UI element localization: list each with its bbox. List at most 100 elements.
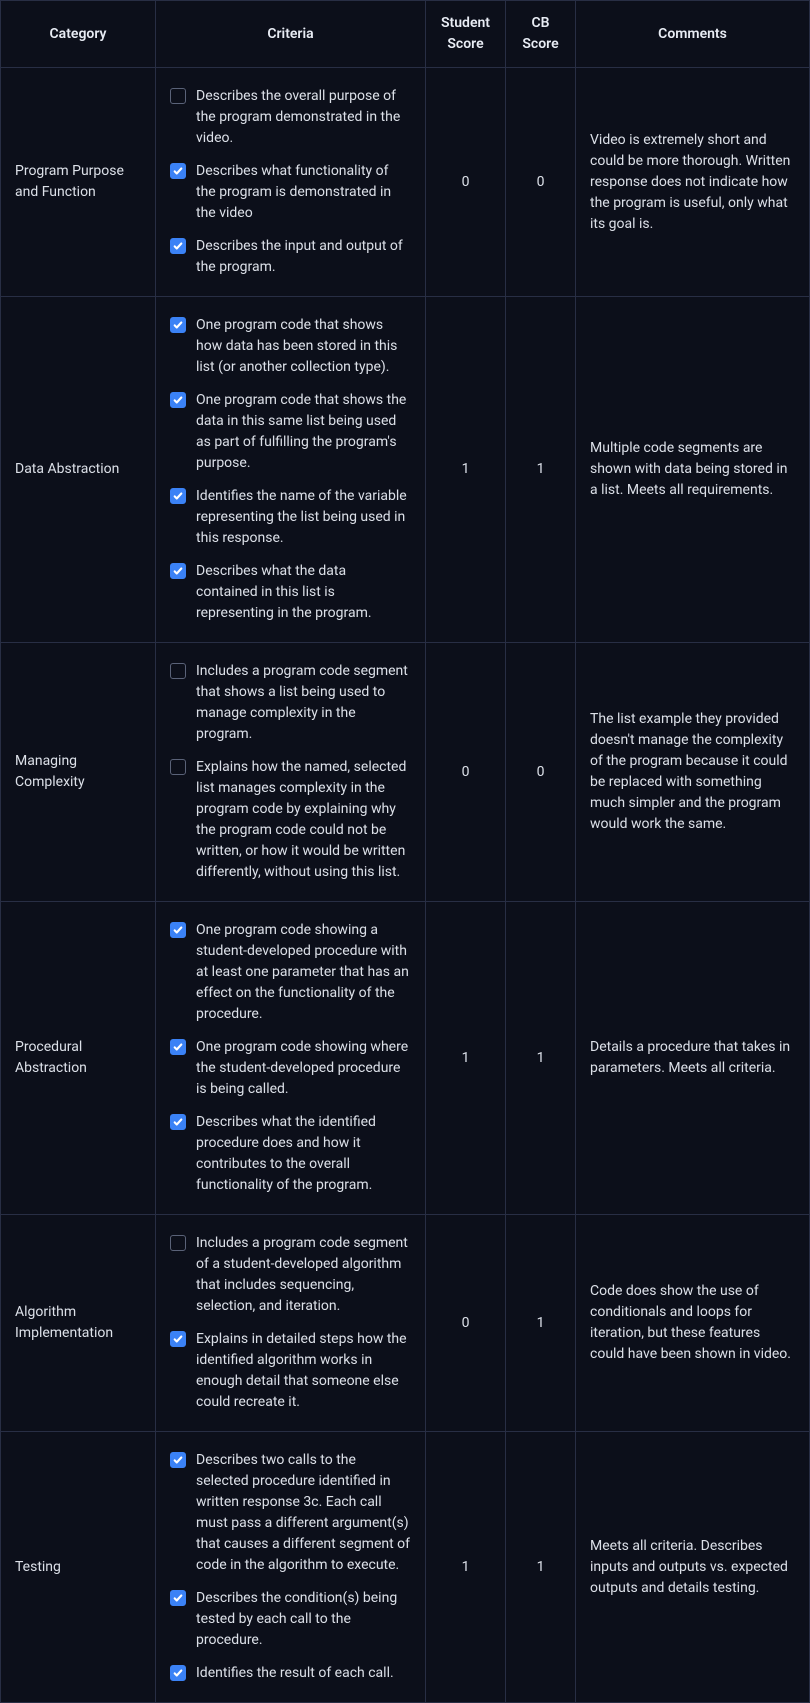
comments-cell: Details a procedure that takes in parame… xyxy=(576,902,810,1215)
criteria-text: Identifies the name of the variable repr… xyxy=(196,486,411,549)
criteria-text: One program code that shows the data in … xyxy=(196,390,411,474)
criteria-item: Describes the condition(s) being tested … xyxy=(170,1582,411,1657)
criteria-item: Describes what functionality of the prog… xyxy=(170,155,411,230)
checkbox-checked-icon[interactable] xyxy=(170,563,186,579)
comments-cell: The list example they provided doesn't m… xyxy=(576,643,810,902)
criteria-text: One program code showing a student-devel… xyxy=(196,920,411,1025)
criteria-item: Includes a program code segment that sho… xyxy=(170,655,411,751)
header-criteria: Criteria xyxy=(156,1,426,68)
checkbox-checked-icon[interactable] xyxy=(170,238,186,254)
cb-score-cell: 0 xyxy=(506,68,576,297)
criteria-item: Explains in detailed steps how the ident… xyxy=(170,1323,411,1419)
checkbox-checked-icon[interactable] xyxy=(170,1039,186,1055)
checkbox-checked-icon[interactable] xyxy=(170,922,186,938)
comments-cell: Multiple code segments are shown with da… xyxy=(576,297,810,643)
criteria-item: Explains how the named, selected list ma… xyxy=(170,751,411,889)
table-row: Testing Describes two calls to the select… xyxy=(1,1432,810,1703)
criteria-text: Explains in detailed steps how the ident… xyxy=(196,1329,411,1413)
checkbox-unchecked-icon[interactable] xyxy=(170,759,186,775)
rubric-table: Category Criteria Student Score CB Score… xyxy=(0,0,810,1703)
criteria-list: Describes the overall purpose of the pro… xyxy=(170,80,411,284)
criteria-item: Includes a program code segment of a stu… xyxy=(170,1227,411,1323)
checkbox-checked-icon[interactable] xyxy=(170,317,186,333)
criteria-item: One program code that shows the data in … xyxy=(170,384,411,480)
criteria-text: Describes what the identified procedure … xyxy=(196,1112,411,1196)
table-row: Managing Complexity Includes a program co… xyxy=(1,643,810,902)
criteria-item: Describes the overall purpose of the pro… xyxy=(170,80,411,155)
criteria-list: Includes a program code segment of a stu… xyxy=(170,1227,411,1419)
checkbox-checked-icon[interactable] xyxy=(170,1114,186,1130)
criteria-item: Describes two calls to the selected proc… xyxy=(170,1444,411,1582)
criteria-cell: Describes two calls to the selected proc… xyxy=(156,1432,426,1703)
comments-cell: Meets all criteria. Describes inputs and… xyxy=(576,1432,810,1703)
criteria-item: One program code that shows how data has… xyxy=(170,309,411,384)
criteria-text: Describes the condition(s) being tested … xyxy=(196,1588,411,1651)
criteria-text: One program code showing where the stude… xyxy=(196,1037,411,1100)
criteria-list: One program code that shows how data has… xyxy=(170,309,411,630)
criteria-text: Includes a program code segment of a stu… xyxy=(196,1233,411,1317)
checkbox-checked-icon[interactable] xyxy=(170,163,186,179)
header-student-score: Student Score xyxy=(426,1,506,68)
student-score-cell: 0 xyxy=(426,68,506,297)
cb-score-cell: 1 xyxy=(506,297,576,643)
checkbox-checked-icon[interactable] xyxy=(170,1331,186,1347)
student-score-cell: 0 xyxy=(426,1215,506,1432)
criteria-text: One program code that shows how data has… xyxy=(196,315,411,378)
criteria-list: Includes a program code segment that sho… xyxy=(170,655,411,889)
criteria-cell: Describes the overall purpose of the pro… xyxy=(156,68,426,297)
table-row: Data Abstraction One program code that sh… xyxy=(1,297,810,643)
cb-score-cell: 1 xyxy=(506,1215,576,1432)
header-row: Category Criteria Student Score CB Score… xyxy=(1,1,810,68)
criteria-text: Describes what the data contained in thi… xyxy=(196,561,411,624)
criteria-cell: One program code showing a student-devel… xyxy=(156,902,426,1215)
comments-cell: Video is extremely short and could be mo… xyxy=(576,68,810,297)
checkbox-unchecked-icon[interactable] xyxy=(170,1235,186,1251)
criteria-item: Describes what the identified procedure … xyxy=(170,1106,411,1202)
criteria-text: Describes what functionality of the prog… xyxy=(196,161,411,224)
category-cell: Program Purpose and Function xyxy=(1,68,156,297)
category-cell: Procedural Abstraction xyxy=(1,902,156,1215)
criteria-item: Identifies the name of the variable repr… xyxy=(170,480,411,555)
student-score-cell: 1 xyxy=(426,297,506,643)
cb-score-cell: 1 xyxy=(506,902,576,1215)
header-comments: Comments xyxy=(576,1,810,68)
criteria-text: Describes the input and output of the pr… xyxy=(196,236,411,278)
student-score-cell: 1 xyxy=(426,1432,506,1703)
category-cell: Data Abstraction xyxy=(1,297,156,643)
criteria-item: Describes the input and output of the pr… xyxy=(170,230,411,284)
criteria-item: One program code showing where the stude… xyxy=(170,1031,411,1106)
category-cell: Testing xyxy=(1,1432,156,1703)
table-row: Procedural Abstraction One program code s… xyxy=(1,902,810,1215)
table-row: Algorithm Implementation Includes a progr… xyxy=(1,1215,810,1432)
header-cb-score: CB Score xyxy=(506,1,576,68)
criteria-cell: Includes a program code segment of a stu… xyxy=(156,1215,426,1432)
checkbox-unchecked-icon[interactable] xyxy=(170,88,186,104)
criteria-item: Identifies the result of each call. xyxy=(170,1657,411,1690)
category-cell: Algorithm Implementation xyxy=(1,1215,156,1432)
criteria-list: Describes two calls to the selected proc… xyxy=(170,1444,411,1690)
criteria-item: One program code showing a student-devel… xyxy=(170,914,411,1031)
checkbox-checked-icon[interactable] xyxy=(170,1452,186,1468)
criteria-text: Identifies the result of each call. xyxy=(196,1663,411,1684)
criteria-text: Describes two calls to the selected proc… xyxy=(196,1450,411,1576)
category-cell: Managing Complexity xyxy=(1,643,156,902)
criteria-text: Explains how the named, selected list ma… xyxy=(196,757,411,883)
student-score-cell: 0 xyxy=(426,643,506,902)
table-row: Program Purpose and Function Describes th… xyxy=(1,68,810,297)
checkbox-checked-icon[interactable] xyxy=(170,1665,186,1681)
checkbox-checked-icon[interactable] xyxy=(170,1590,186,1606)
cb-score-cell: 0 xyxy=(506,643,576,902)
criteria-cell: One program code that shows how data has… xyxy=(156,297,426,643)
checkbox-checked-icon[interactable] xyxy=(170,392,186,408)
checkbox-checked-icon[interactable] xyxy=(170,488,186,504)
header-category: Category xyxy=(1,1,156,68)
criteria-cell: Includes a program code segment that sho… xyxy=(156,643,426,902)
criteria-text: Includes a program code segment that sho… xyxy=(196,661,411,745)
criteria-text: Describes the overall purpose of the pro… xyxy=(196,86,411,149)
criteria-item: Describes what the data contained in thi… xyxy=(170,555,411,630)
comments-cell: Code does show the use of conditionals a… xyxy=(576,1215,810,1432)
checkbox-unchecked-icon[interactable] xyxy=(170,663,186,679)
cb-score-cell: 1 xyxy=(506,1432,576,1703)
student-score-cell: 1 xyxy=(426,902,506,1215)
criteria-list: One program code showing a student-devel… xyxy=(170,914,411,1202)
